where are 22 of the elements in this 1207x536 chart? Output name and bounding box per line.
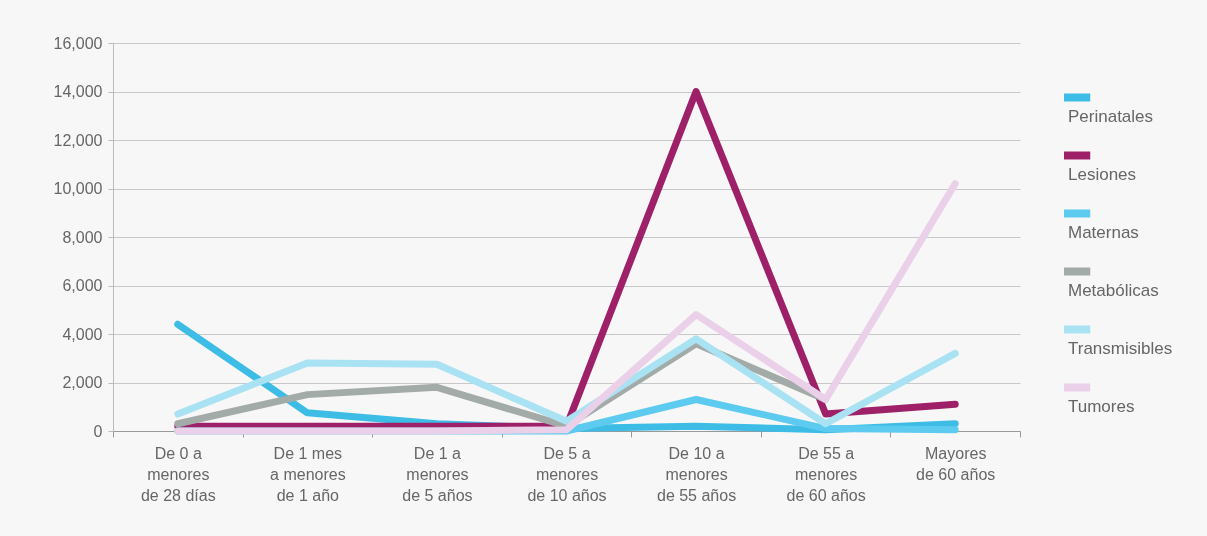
x-tick-label: De 1 a menores de 5 años xyxy=(402,444,473,504)
y-tick-label: 12,000 xyxy=(53,131,103,149)
legend-label: Lesiones xyxy=(1068,165,1137,184)
y-tick-label: 16,000 xyxy=(53,34,103,52)
y-tick-label: 14,000 xyxy=(53,83,103,100)
legend-label: Transmisibles xyxy=(1068,339,1173,358)
y-tick-label: 8,000 xyxy=(62,228,103,246)
y-tick-label: 4,000 xyxy=(62,325,103,343)
legend-label: Maternas xyxy=(1068,223,1139,242)
x-tick-label: Mayores de 60 años xyxy=(916,444,996,483)
x-tick-label: De 10 a menores de 55 años xyxy=(656,444,737,504)
legend-label: Tumores xyxy=(1068,397,1135,416)
x-tick-label: De 55 a menores de 60 años xyxy=(786,444,866,504)
x-tick-label: De 0 a menores de 28 días xyxy=(140,444,216,504)
x-tick-label: De 5 a menores de 10 años xyxy=(527,444,607,504)
legend-label: Perinatales xyxy=(1068,107,1154,126)
y-tick-label: 6,000 xyxy=(62,277,103,294)
x-tick-label: De 1 mes a menores de 1 año xyxy=(270,444,346,504)
legend-label: Metabólicas xyxy=(1068,281,1159,300)
y-tick-label: 0 xyxy=(93,422,103,440)
y-tick-label: 10,000 xyxy=(53,180,103,197)
y-tick-label: 2,000 xyxy=(62,374,103,391)
